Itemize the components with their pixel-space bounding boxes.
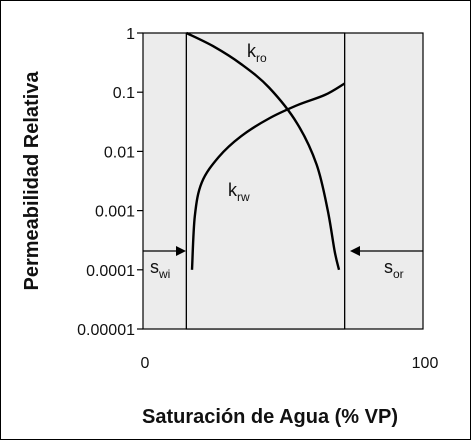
swi-label: swi — [150, 257, 170, 281]
series-kro-line — [185, 31, 341, 271]
y-axis-title: Permeabilidad Relativa — [21, 71, 43, 291]
y-tick-label: 0.00001 — [77, 322, 135, 339]
y-tick-label: 0.0001 — [86, 263, 135, 280]
y-tick-label: 0.001 — [95, 204, 135, 221]
y-tick-label: 1 — [126, 26, 135, 43]
series-krw-label: krw — [228, 180, 250, 204]
y-axis-ticks: 1 0.1 0.01 0.001 0.0001 0.00001 — [77, 26, 143, 339]
swi-annotation: swi — [143, 246, 186, 281]
x-tick-label: 100 — [412, 355, 439, 372]
series-kro-label: kro — [247, 41, 267, 65]
x-axis-ticks: 0 100 — [141, 355, 439, 372]
series-krw-line — [190, 82, 346, 270]
x-axis-title: Saturación de Agua (% VP) — [142, 406, 398, 428]
y-tick-label: 0.1 — [113, 85, 135, 102]
sor-annotation: sor — [350, 246, 423, 281]
y-tick-label: 0.01 — [104, 144, 135, 161]
sor-label: sor — [384, 257, 404, 281]
x-tick-label: 0 — [141, 355, 150, 372]
